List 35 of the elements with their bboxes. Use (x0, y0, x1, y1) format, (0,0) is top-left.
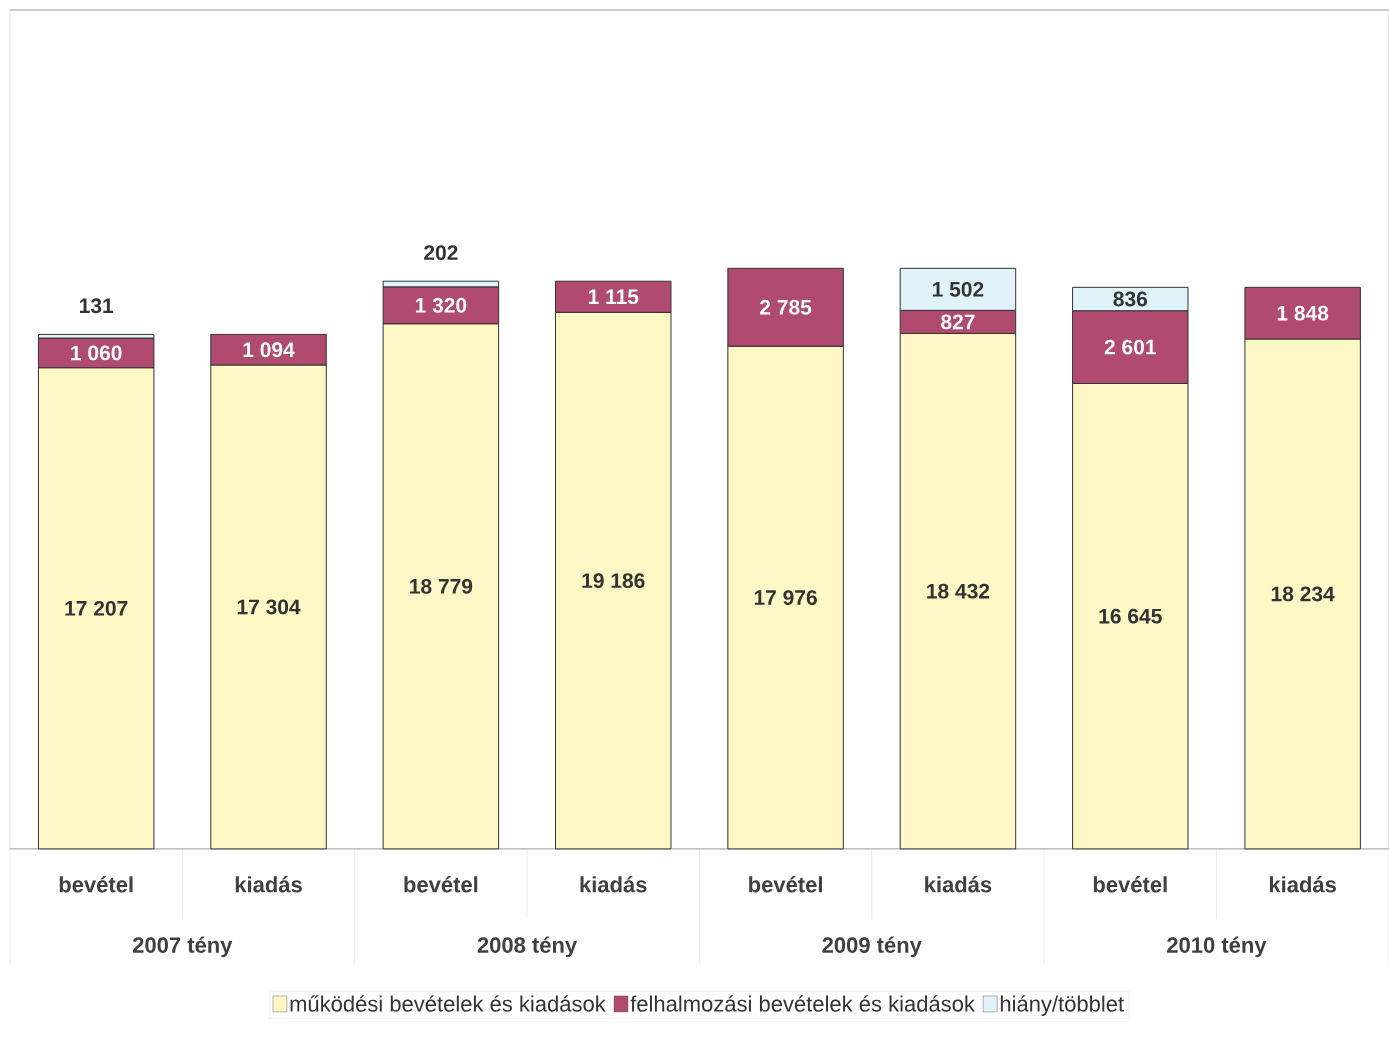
data-label: 19 186 (582, 573, 645, 589)
data-label: 17 976 (754, 590, 817, 606)
data-label: 1 094 (243, 342, 295, 358)
data-label: 2 785 (760, 299, 812, 315)
x-tick-label: bevétel (59, 876, 133, 893)
data-label: 1 060 (71, 345, 122, 361)
legend-label: működési bevételek és kiadások (290, 995, 606, 1012)
legend-label: felhalmozási bevételek és kiadások (630, 995, 975, 1012)
x-tick-label: bevétel (404, 876, 478, 893)
legend-label: hiány/többlet (1000, 995, 1124, 1017)
text: 2007 tény (132, 936, 233, 958)
data-label: 17 304 (237, 599, 301, 615)
data-label: 16 645 (1099, 608, 1162, 624)
x-tick-label: kiadás (580, 876, 647, 893)
text: 2008 tény (477, 936, 578, 958)
text: 2009 tény (822, 936, 922, 958)
x-tick-label: kiadás (235, 876, 302, 893)
data-label: 1 848 (1277, 305, 1329, 321)
data-label: 2 601 (1104, 339, 1156, 355)
x-tick-label: kiadás (925, 876, 992, 893)
x-tick-label: bevétel (749, 876, 822, 893)
data-label: 827 (941, 314, 975, 330)
data-label: 17 207 (65, 600, 128, 616)
x-tick-label: bevétel (1093, 876, 1167, 893)
text: 2010 tény (1167, 936, 1267, 958)
data-label: 131 (79, 298, 114, 314)
data-label: 202 (424, 245, 458, 261)
data-label: 18 234 (1271, 586, 1335, 602)
data-label: 1 502 (932, 281, 984, 297)
data-label: 1 115 (588, 289, 639, 305)
data-label: 836 (1113, 291, 1148, 307)
x-tick-label: kiadás (1269, 876, 1336, 893)
data-label: 18 779 (410, 578, 473, 594)
data-label: 1 320 (415, 297, 467, 313)
data-label: 18 432 (927, 583, 990, 599)
